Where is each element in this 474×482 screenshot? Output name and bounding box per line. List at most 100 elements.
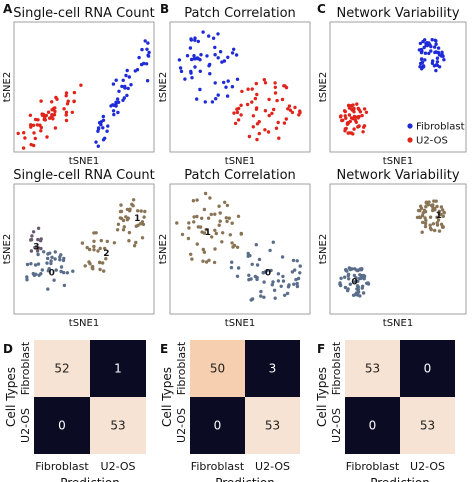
- scatter-point: [202, 207, 207, 212]
- scatter-point: [273, 81, 277, 85]
- scatter-point: [433, 45, 437, 49]
- scatter-point: [295, 259, 299, 263]
- cluster-label-1: 1: [436, 211, 442, 221]
- scatter-point: [46, 269, 50, 273]
- scatter-point: [192, 220, 196, 224]
- scatter-point: [50, 100, 54, 104]
- scatter-point: [88, 262, 92, 266]
- scatter-point: [253, 96, 258, 101]
- scatter-point: [423, 38, 427, 42]
- scatter-point: [281, 279, 286, 283]
- scatter-point: [94, 140, 98, 144]
- scatter-panel-1: Single-cell RNA Count tSNE1 tSNE2: [2, 6, 155, 167]
- scatter-point: [53, 126, 58, 130]
- scatter-point: [221, 231, 225, 235]
- scatter-point: [269, 268, 273, 273]
- scatter-point: [283, 293, 287, 297]
- scatter-point: [236, 214, 241, 218]
- scatter-point: [112, 241, 117, 245]
- scatter-point: [423, 224, 428, 229]
- scatter-point: [364, 110, 369, 115]
- scatter-point: [423, 221, 428, 226]
- scatter-point: [294, 277, 298, 282]
- scatter-point: [101, 261, 105, 265]
- scatter-point: [101, 118, 106, 123]
- cell-value: 53: [365, 362, 380, 376]
- panel-letter-c: C: [317, 2, 326, 16]
- scatter-point: [201, 30, 205, 34]
- scatter-point: [273, 85, 277, 90]
- scatter-point: [193, 57, 198, 61]
- y-tick-label: Fibroblast: [175, 341, 188, 395]
- scatter-point: [203, 191, 208, 196]
- scatter-point: [276, 279, 281, 283]
- scatter-point: [441, 208, 445, 212]
- scatter-point: [226, 79, 230, 83]
- scatter-point: [418, 215, 423, 220]
- scatter-point: [423, 51, 428, 55]
- cell-value: 53: [110, 419, 125, 433]
- scatter-point: [271, 240, 275, 244]
- scatter-point: [119, 203, 123, 207]
- x-axis-label: Prediction: [215, 476, 275, 482]
- scatter-point: [71, 269, 75, 273]
- cluster-label-0: 0: [49, 268, 55, 278]
- scatter-point: [435, 204, 439, 209]
- scatter-point: [224, 216, 228, 220]
- scatter-point: [32, 273, 36, 277]
- scatter-point: [230, 51, 235, 55]
- scatter-point: [224, 85, 228, 89]
- scatter-point: [339, 276, 343, 280]
- scatter-point: [92, 239, 96, 243]
- scatter-point: [65, 102, 70, 106]
- scatter-point: [362, 107, 367, 111]
- legend-label: Fibroblast: [416, 122, 465, 133]
- scatter-point: [421, 220, 425, 225]
- scatter-point: [236, 118, 241, 122]
- scatter-point: [207, 64, 211, 68]
- scatter-point: [267, 113, 271, 118]
- scatter-point: [117, 89, 121, 94]
- scatter-point: [282, 121, 287, 125]
- scatter-point: [29, 125, 33, 129]
- scatter-point: [116, 222, 121, 226]
- scatter-point: [358, 110, 363, 114]
- scatter-point: [58, 258, 62, 262]
- scatter-point: [233, 121, 238, 126]
- scatter-point: [186, 236, 191, 241]
- scatter-point: [222, 80, 226, 85]
- scatter-point: [145, 79, 150, 83]
- scatter-point: [273, 91, 278, 95]
- scatter-point: [356, 124, 361, 129]
- scatter-point: [203, 100, 207, 104]
- scatter-point: [201, 247, 205, 252]
- scatter-point: [348, 282, 352, 286]
- scatter-point: [54, 268, 58, 272]
- scatter-point: [206, 216, 211, 220]
- scatter-point: [202, 250, 207, 254]
- scatter-point: [358, 294, 362, 298]
- y-axis-label: tSNE2: [158, 234, 169, 264]
- plot-title: Single-cell RNA Count: [13, 6, 155, 21]
- x-axis-label: tSNE1: [383, 318, 413, 329]
- scatter-point: [209, 212, 213, 217]
- scatter-point: [434, 199, 438, 203]
- scatter-point: [295, 281, 299, 286]
- heatmap-cell: [245, 340, 300, 397]
- y-tick-label: U2-OS: [330, 408, 343, 443]
- scatter-point: [139, 62, 144, 67]
- panel-letter-b: B: [160, 2, 169, 16]
- scatter-point: [59, 265, 64, 269]
- scatter-point: [145, 47, 149, 51]
- x-tick-label: Fibroblast: [191, 460, 245, 473]
- y-axis-label: tSNE2: [158, 72, 169, 102]
- scatter-point: [21, 146, 26, 150]
- plot-title: Network Variability: [336, 168, 459, 183]
- scatter-point: [38, 123, 42, 127]
- scatter-point: [214, 97, 218, 101]
- scatter-point: [435, 221, 439, 225]
- scatter-point: [263, 109, 268, 113]
- scatter-point: [263, 128, 267, 132]
- cell-value: 0: [58, 419, 66, 433]
- scatter-point: [127, 239, 131, 243]
